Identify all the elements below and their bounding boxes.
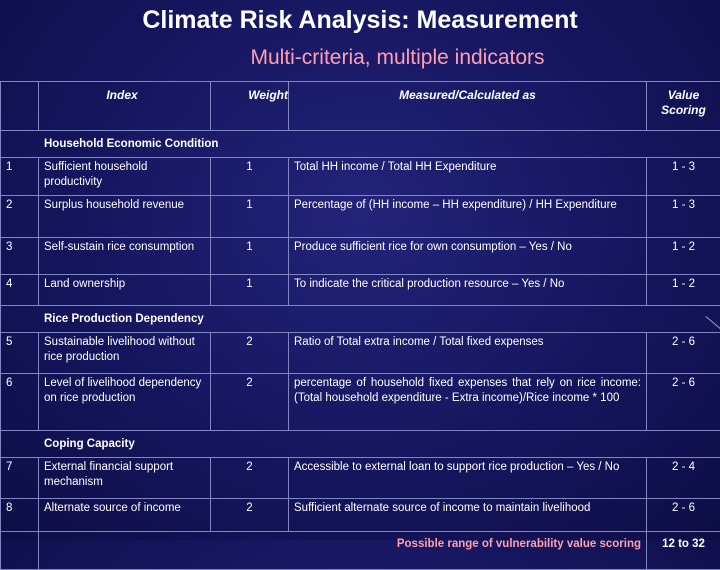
row-number: 1 [1, 158, 39, 196]
header-no-cell [1, 82, 39, 131]
row-number: 2 [1, 196, 39, 238]
slide-subtitle: Multi-criteria, multiple indicators [0, 46, 720, 70]
table-row: 6 Level of livelihood dependency on rice… [1, 374, 720, 431]
row-value: 1 - 3 [647, 158, 720, 196]
row-index: Self-sustain rice consumption [39, 238, 211, 275]
slide-title: Climate Risk Analysis: Measurement [0, 6, 720, 35]
row-number: 6 [1, 374, 39, 431]
row-measured: To indicate the critical production reso… [289, 275, 647, 306]
row-weight: 2 [211, 374, 289, 431]
header-weight: Weight [211, 82, 289, 131]
table-row: 1 Sufficient household productivity 1 To… [1, 158, 720, 196]
row-weight: 2 [211, 333, 289, 374]
section-row: Household Economic Condition [1, 131, 720, 158]
table-header-row: Index Weight Measured/Calculated as Valu… [1, 82, 720, 131]
row-measured: Sufficient alternate source of income to… [289, 499, 647, 532]
header-value-scoring: Value Scoring [647, 82, 720, 131]
row-weight: 2 [211, 499, 289, 532]
indicators-table: Index Weight Measured/Calculated as Valu… [0, 81, 720, 570]
row-number: 5 [1, 333, 39, 374]
row-weight: 1 [211, 238, 289, 275]
row-measured: Ratio of Total extra income / Total fixe… [289, 333, 647, 374]
row-number: 7 [1, 458, 39, 499]
row-index: Alternate source of income [39, 499, 211, 532]
range-label: Possible range of vulnerability value sc… [39, 532, 647, 570]
row-value: 1 - 2 [647, 275, 720, 306]
row-value: 2 - 6 [647, 374, 720, 431]
row-measured: Produce sufficient rice for own consumpt… [289, 238, 647, 275]
row-measured: Percentage of (HH income – HH expenditur… [289, 196, 647, 238]
section-label: Household Economic Condition [1, 131, 720, 158]
row-number: 8 [1, 499, 39, 532]
row-value: 2 - 6 [647, 499, 720, 532]
row-number: 3 [1, 238, 39, 275]
row-index: Surplus household revenue [39, 196, 211, 238]
row-value: 1 - 2 [647, 238, 720, 275]
section-row: Coping Capacity [1, 431, 720, 458]
footer-empty-cell [1, 532, 39, 570]
row-value: 2 - 6 [647, 333, 720, 374]
row-weight: 1 [211, 158, 289, 196]
section-label: Coping Capacity [1, 431, 720, 458]
row-index: Level of livelihood dependency on rice p… [39, 374, 211, 431]
header-index: Index [39, 82, 211, 131]
table-row: 8 Alternate source of income 2 Sufficien… [1, 499, 720, 532]
row-number: 4 [1, 275, 39, 306]
header-measured: Measured/Calculated as [289, 82, 647, 131]
table-row: 4 Land ownership 1 To indicate the criti… [1, 275, 720, 306]
row-measured: percentage of household fixed expenses t… [289, 374, 647, 431]
row-measured: Accessible to external loan to support r… [289, 458, 647, 499]
row-index: External financial support mechanism [39, 458, 211, 499]
row-weight: 2 [211, 458, 289, 499]
table-row: 5 Sustainable livelihood without rice pr… [1, 333, 720, 374]
range-value: 12 to 32 [647, 532, 720, 570]
row-value: 2 - 4 [647, 458, 720, 499]
section-row: Rice Production Dependency [1, 306, 720, 333]
footer-row: Possible range of vulnerability value sc… [1, 532, 720, 570]
row-weight: 1 [211, 275, 289, 306]
row-index: Sufficient household productivity [39, 158, 211, 196]
table-row: 3 Self-sustain rice consumption 1 Produc… [1, 238, 720, 275]
row-index: Sustainable livelihood without rice prod… [39, 333, 211, 374]
row-index: Land ownership [39, 275, 211, 306]
table-row: 7 External financial support mechanism 2… [1, 458, 720, 499]
table-row: 2 Surplus household revenue 1 Percentage… [1, 196, 720, 238]
row-measured: Total HH income / Total HH Expenditure [289, 158, 647, 196]
section-label: Rice Production Dependency [1, 306, 720, 333]
row-weight: 1 [211, 196, 289, 238]
row-value: 1 - 3 [647, 196, 720, 238]
